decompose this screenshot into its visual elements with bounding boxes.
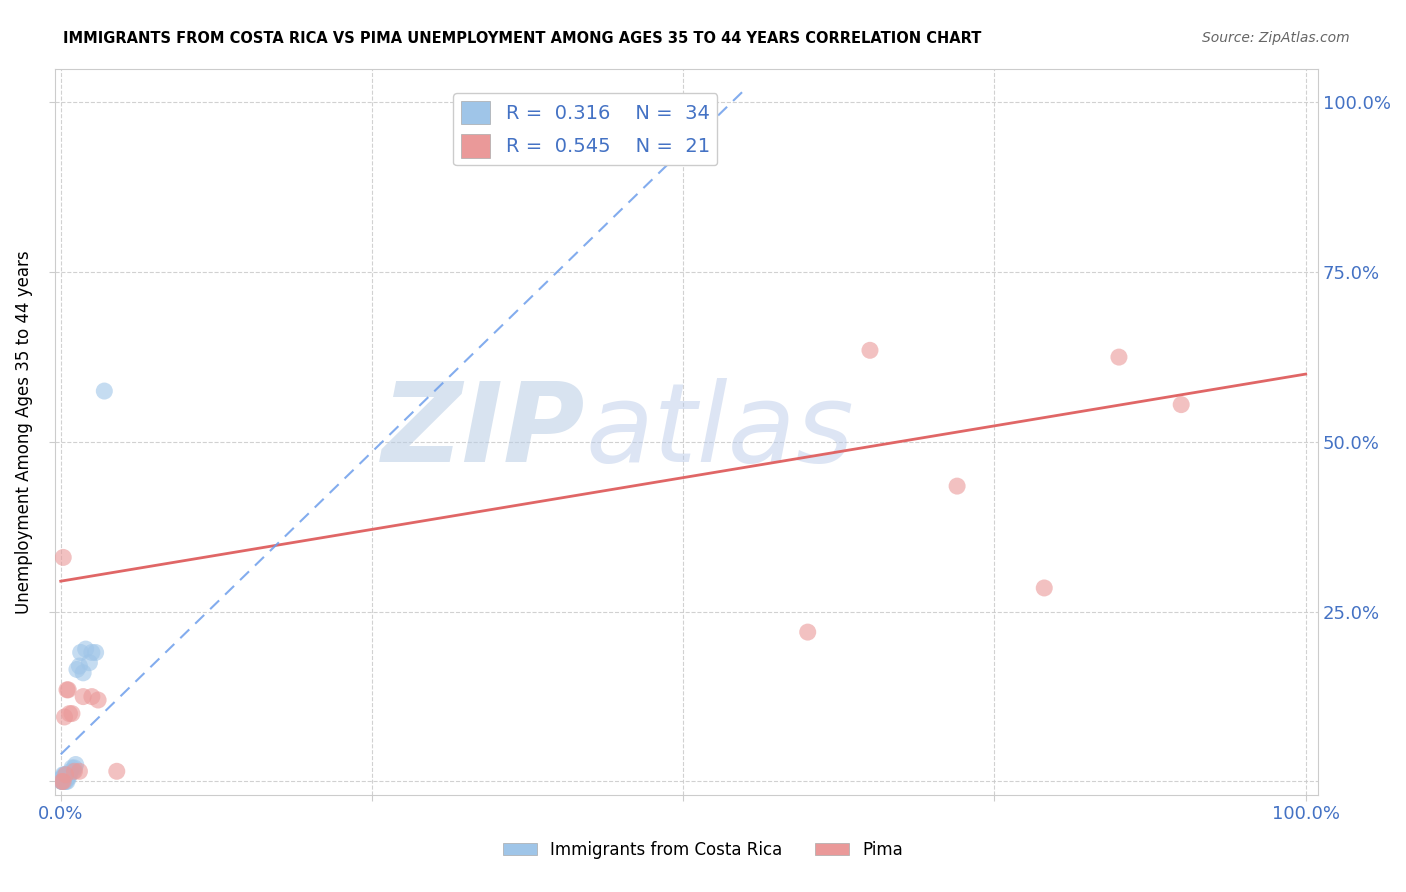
Point [80,645,103,659]
Point [55,767,77,781]
Point [58,706,80,721]
Legend: R =  0.316    N =  34, R =  0.545    N =  21: R = 0.316 N = 34, R = 0.545 N = 21 [453,93,717,166]
Point [56,771,79,785]
Point [946,479,969,493]
Point [859,343,882,358]
Point [62,764,84,779]
Point [65,757,87,772]
Point [59,764,82,779]
Point [72,665,94,680]
Point [1033,581,1056,595]
Point [55,767,77,781]
Point [58,682,80,697]
Point [51,774,73,789]
Legend: Immigrants from Costa Rica, Pima: Immigrants from Costa Rica, Pima [496,835,910,866]
Point [67,764,90,779]
Point [63,761,86,775]
Point [60,761,83,775]
Point [63,764,86,779]
Point [51,771,73,785]
Point [93,384,115,398]
Point [1108,350,1130,364]
Point [84,645,107,659]
Point [796,625,818,640]
Point [52,774,75,789]
Point [1170,398,1192,412]
Point [53,774,76,789]
Point [52,771,75,785]
Point [80,690,103,704]
Point [52,767,75,781]
Point [66,663,89,677]
Point [56,682,79,697]
Point [52,774,75,789]
Point [87,693,110,707]
Point [53,710,76,724]
Point [75,642,97,657]
Point [58,767,80,781]
Point [55,771,77,785]
Point [52,550,75,565]
Y-axis label: Unemployment Among Ages 35 to 44 years: Unemployment Among Ages 35 to 44 years [15,250,32,614]
Point [56,774,79,789]
Point [51,774,73,789]
Point [55,774,77,789]
Point [79,656,101,670]
Point [51,774,73,789]
Text: IMMIGRANTS FROM COSTA RICA VS PIMA UNEMPLOYMENT AMONG AGES 35 TO 44 YEARS CORREL: IMMIGRANTS FROM COSTA RICA VS PIMA UNEMP… [63,31,981,46]
Point [105,764,128,779]
Point [58,771,80,785]
Text: ZIP: ZIP [382,378,585,485]
Point [69,645,91,659]
Point [52,774,75,789]
Point [51,774,73,789]
Point [67,659,90,673]
Point [58,767,80,781]
Point [53,771,76,785]
Point [60,706,83,721]
Point [51,771,73,785]
Text: atlas: atlas [585,378,853,485]
Point [72,690,94,704]
Text: Source: ZipAtlas.com: Source: ZipAtlas.com [1202,31,1350,45]
Point [53,767,76,781]
